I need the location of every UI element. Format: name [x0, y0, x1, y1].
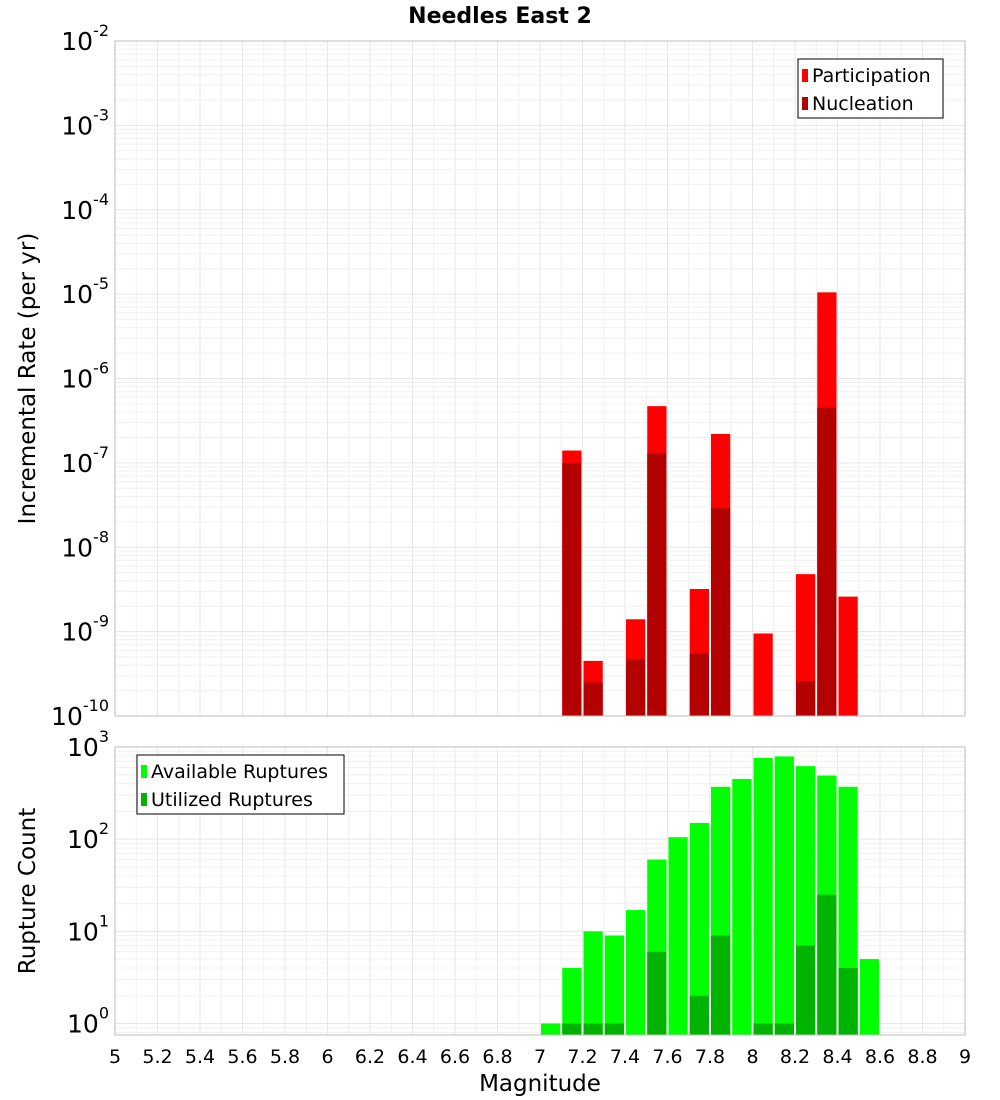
y-tick-label: 10-10: [51, 696, 109, 731]
bar-overlay-utilized-ruptures: [838, 967, 858, 1035]
legend-box: [797, 58, 944, 119]
y-tick-label: 103: [67, 727, 109, 762]
y-tick-label: 10-8: [61, 527, 109, 562]
x-tick-label: 8.4: [822, 1046, 852, 1068]
x-tick-label: 5.4: [185, 1046, 215, 1068]
legend-swatch: [802, 69, 808, 82]
bar-overlay-nucleation: [562, 462, 582, 716]
x-tick-label: 6: [321, 1046, 333, 1068]
bar-overlay-nucleation: [796, 680, 816, 716]
x-tick-label: 8.6: [865, 1046, 895, 1068]
legend-label: Participation: [812, 65, 931, 87]
bar-overlay-utilized-ruptures: [774, 1023, 794, 1035]
count-panel-x-ticks: 5 5.2 5.4 5.6 5.8 6 6.2 6.4 6.6 6.8 7 7.2 7.4 7.6 7.8 8…: [109, 1046, 971, 1068]
x-tick-label: 7.6: [652, 1046, 682, 1068]
y-tick-label: 10-5: [61, 274, 109, 309]
x-tick-label: 7.2: [567, 1046, 597, 1068]
bar-overlay-nucleation: [626, 659, 646, 716]
bar-overlay-utilized-ruptures: [647, 951, 667, 1035]
rate-panel-grid: [114, 41, 966, 717]
count-legend: Available Ruptures Utilized Ruptures: [136, 754, 345, 815]
legend-swatch: [141, 765, 147, 778]
x-tick-label: 7.8: [695, 1046, 725, 1068]
count-panel-bars: [541, 756, 879, 1035]
bar-overlay-utilized-ruptures: [604, 1023, 624, 1035]
count-y-axis-label: Rupture Count: [15, 808, 41, 974]
bar-available-ruptures: [541, 1023, 561, 1035]
y-tick-label: 10-4: [61, 190, 109, 225]
count-panel-y-ticks: 100 101 102 103: [67, 727, 109, 1038]
bar-available-ruptures: [604, 935, 624, 1035]
legend-swatch: [141, 793, 147, 806]
legend-label: Utilized Ruptures: [151, 789, 313, 811]
bar-available-ruptures: [668, 837, 688, 1035]
bar-overlay-nucleation: [689, 653, 709, 716]
x-tick-label: 8: [746, 1046, 758, 1068]
x-tick-label: 6.4: [397, 1046, 427, 1068]
x-tick-label: 7.4: [610, 1046, 640, 1068]
x-tick-label: 8.8: [907, 1046, 937, 1068]
y-tick-label: 10-9: [61, 612, 109, 647]
bar-overlay-nucleation: [817, 407, 837, 716]
bar-overlay-nucleation: [647, 453, 667, 716]
legend-label: Available Ruptures: [151, 761, 328, 783]
count-panel-frame: [114, 746, 966, 1036]
bar-available-ruptures: [732, 778, 752, 1035]
rate-panel-y-ticks: 10-10 10-9 10-8 10-7 10-6 10-5 10-4 10-3 10-2: [51, 21, 109, 731]
x-tick-label: 5: [109, 1046, 121, 1068]
x-tick-label: 6.8: [482, 1046, 512, 1068]
bar-available-ruptures: [753, 757, 773, 1035]
bar-overlay-utilized-ruptures: [689, 995, 709, 1035]
x-tick-label: 6.2: [355, 1046, 385, 1068]
x-tick-label: 8.2: [780, 1046, 810, 1068]
bar-participation: [753, 633, 773, 716]
bar-overlay-nucleation: [583, 682, 603, 716]
y-tick-label: 100: [67, 1003, 109, 1038]
x-tick-label: 5.8: [270, 1046, 300, 1068]
y-tick-label: 10-3: [61, 105, 109, 140]
x-axis-label: Magnitude: [479, 1071, 601, 1097]
rate-y-axis-label: Incremental Rate (per yr): [15, 233, 41, 525]
rate-panel: 10-10 10-9 10-8 10-7 10-6 10-5 10-4 10-3 10-2 In…: [15, 21, 966, 731]
x-tick-label: 5.2: [142, 1046, 172, 1068]
x-tick-label: 6.6: [440, 1046, 470, 1068]
bar-available-ruptures: [562, 967, 582, 1035]
bar-available-ruptures: [689, 822, 709, 1035]
y-tick-label: 10-7: [61, 443, 109, 478]
y-tick-label: 10-2: [61, 21, 109, 56]
bar-overlay-utilized-ruptures: [562, 1023, 582, 1035]
y-tick-label: 10-6: [61, 359, 109, 394]
bar-available-ruptures: [583, 931, 603, 1035]
bar-overlay-utilized-ruptures: [711, 935, 731, 1035]
bar-overlay-utilized-ruptures: [753, 1023, 773, 1035]
bar-participation: [796, 574, 816, 716]
x-tick-label: 5.6: [227, 1046, 257, 1068]
bar-overlay-nucleation: [711, 508, 731, 716]
bar-participation: [838, 596, 858, 716]
count-panel: 100 101 102 103 5 5.2 5.4 5.6 5.8 6 6.2 6.4 6.6 6.8 7…: [15, 727, 971, 1097]
bar-available-ruptures: [774, 756, 794, 1035]
y-tick-label: 102: [67, 819, 109, 854]
rate-panel-frame: [114, 40, 966, 717]
x-tick-label: 9: [959, 1046, 971, 1068]
bar-available-ruptures: [859, 959, 879, 1035]
bar-available-ruptures: [626, 910, 646, 1035]
legend-label: Nucleation: [812, 93, 914, 115]
legend-box: [136, 754, 345, 815]
bar-overlay-utilized-ruptures: [817, 894, 837, 1035]
y-tick-label: 101: [67, 911, 109, 946]
legend-swatch: [802, 97, 808, 110]
rate-panel-bars: [562, 292, 858, 716]
rate-legend: Participation Nucleation: [797, 58, 944, 119]
bar-overlay-utilized-ruptures: [796, 945, 816, 1035]
x-tick-label: 7: [534, 1046, 546, 1068]
bar-overlay-utilized-ruptures: [583, 1023, 603, 1035]
chart-title: Needles East 2: [408, 4, 592, 29]
